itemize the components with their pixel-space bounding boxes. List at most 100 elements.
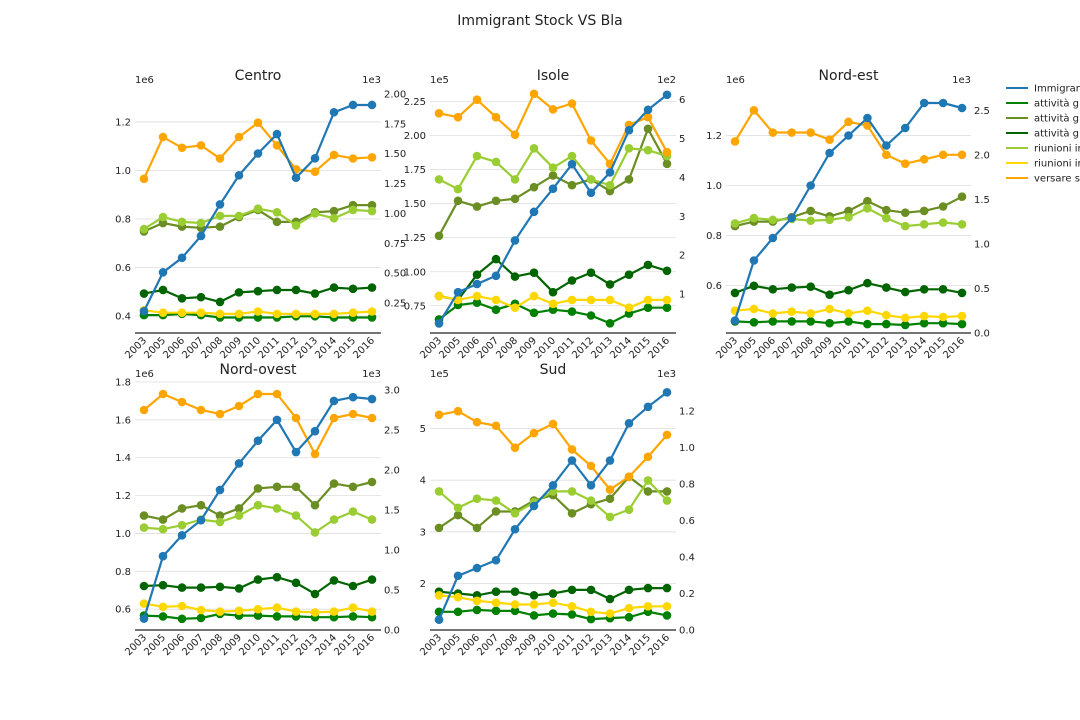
- data-point: [919, 154, 929, 164]
- right-tick-label: 0.0: [384, 626, 400, 637]
- data-point: [234, 211, 244, 221]
- legend-item: attività g: [1006, 113, 1079, 125]
- data-point: [662, 266, 672, 276]
- data-point: [510, 194, 520, 204]
- data-point: [272, 482, 282, 492]
- series-2: [434, 124, 672, 241]
- data-point: [938, 98, 948, 108]
- data-point: [586, 481, 596, 490]
- data-point: [472, 291, 482, 301]
- data-point: [272, 572, 282, 582]
- series-6: [434, 406, 672, 494]
- data-point: [529, 308, 539, 318]
- data-point: [253, 484, 263, 493]
- data-point: [825, 290, 834, 299]
- data-point: [643, 583, 653, 593]
- data-point: [434, 108, 444, 118]
- data-point: [662, 601, 672, 611]
- series-immigrant-stock: [434, 90, 672, 328]
- data-point: [253, 500, 263, 510]
- data-point: [491, 196, 501, 206]
- data-point: [919, 311, 929, 321]
- data-point: [158, 132, 168, 142]
- data-point: [938, 218, 948, 227]
- data-point: [882, 150, 891, 160]
- legend: Immigrant attività g attività g attività g r…: [1006, 84, 1080, 185]
- data-point: [434, 291, 444, 301]
- data-point: [510, 587, 520, 597]
- right-tick-label: 1.00: [384, 209, 406, 220]
- data-point: [367, 313, 377, 322]
- left-tick-label: 1.6: [115, 415, 131, 426]
- x-tick-label: 2016: [351, 335, 377, 361]
- legend-label: attività g: [1034, 128, 1079, 140]
- data-point: [177, 253, 187, 263]
- right-tick-label: 0.5: [384, 586, 400, 597]
- left-tick-label: 1.8: [115, 378, 131, 389]
- data-point: [453, 196, 463, 206]
- data-point: [329, 107, 339, 117]
- data-point: [196, 308, 206, 317]
- data-point: [624, 472, 634, 482]
- left-tick-label: 0.8: [115, 214, 131, 225]
- data-point: [158, 268, 168, 277]
- data-point: [291, 285, 301, 295]
- data-point: [730, 288, 740, 298]
- data-point: [291, 482, 301, 492]
- data-point: [215, 409, 225, 419]
- data-point: [291, 511, 301, 520]
- right-tick-label: 0.0: [679, 626, 695, 637]
- data-point: [177, 294, 187, 303]
- data-point: [529, 611, 539, 620]
- data-point: [586, 295, 596, 305]
- right-axis-multiplier: 1e2: [657, 75, 676, 86]
- data-point: [919, 206, 929, 216]
- data-point: [491, 555, 501, 565]
- right-tick-label: 1.0: [974, 239, 990, 250]
- data-point: [272, 504, 282, 513]
- data-point: [643, 145, 653, 155]
- data-point: [472, 202, 482, 211]
- data-point: [367, 575, 377, 584]
- data-point: [882, 205, 891, 215]
- data-point: [605, 609, 615, 618]
- data-point: [605, 594, 615, 604]
- data-point: [510, 524, 520, 534]
- data-point: [900, 208, 910, 218]
- data-point: [567, 601, 577, 611]
- data-point: [310, 426, 320, 436]
- data-point: [491, 598, 501, 607]
- data-point: [291, 447, 301, 457]
- data-point: [882, 213, 891, 223]
- data-point: [310, 289, 320, 298]
- data-point: [586, 136, 596, 145]
- panel-centro: Centro 1e6 1e3 0.4 0.6 0.8 1.0 1.2 0.25 0.50 0.75 1…: [115, 68, 406, 361]
- data-point: [662, 303, 672, 313]
- data-point: [329, 576, 339, 585]
- data-point: [586, 496, 596, 505]
- left-tick-label: 0.6: [115, 605, 131, 616]
- data-point: [329, 150, 339, 160]
- data-point: [957, 103, 967, 113]
- data-point: [605, 485, 615, 494]
- data-point: [957, 220, 967, 229]
- series-5: [730, 304, 967, 323]
- data-point: [643, 402, 653, 412]
- left-axis-multiplier: 1e6: [135, 369, 154, 380]
- data-point: [567, 508, 577, 518]
- data-point: [643, 476, 653, 485]
- data-point: [548, 598, 558, 607]
- left-axis-multiplier: 1e6: [726, 75, 745, 86]
- left-tick-label: 1.2: [115, 491, 131, 502]
- data-point: [348, 308, 358, 317]
- data-point: [177, 614, 187, 624]
- data-point: [749, 256, 759, 265]
- data-point: [472, 298, 482, 307]
- data-point: [253, 389, 263, 399]
- legend-item: riunioni ir: [1006, 159, 1080, 170]
- left-tick-label: 1.0: [706, 181, 722, 192]
- data-point: [806, 128, 815, 137]
- data-point: [367, 307, 377, 316]
